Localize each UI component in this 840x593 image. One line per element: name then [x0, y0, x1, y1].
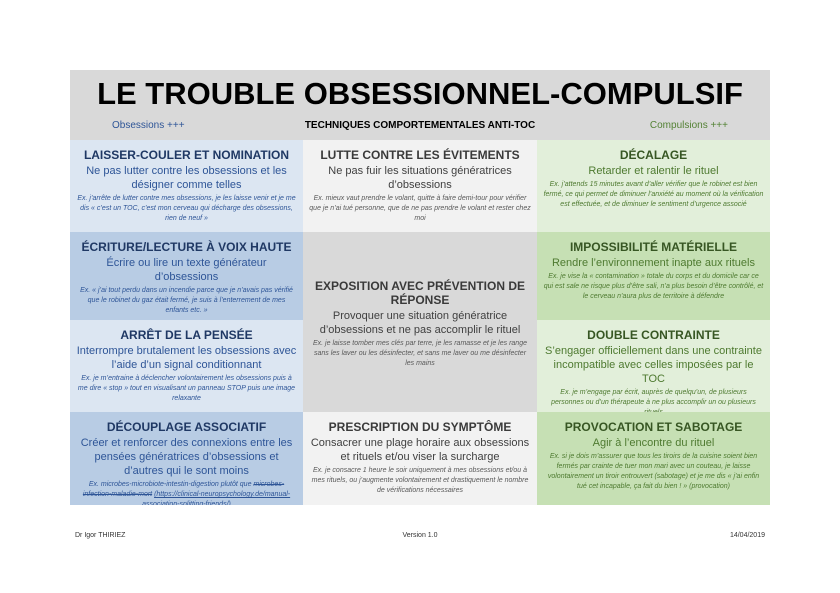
example-text: Ex. je consacre 1 heure le soir uniqueme…: [311, 467, 529, 494]
title: LE TROUBLE OBSESSIONNEL-COMPULSIF: [97, 76, 743, 111]
example-text: Ex. « j’ai tout perdu dans un incendie p…: [80, 287, 293, 314]
example-text: Ex. je laisse tomber mes clés par terre,…: [313, 340, 527, 367]
technique-cell: LAISSER-COULER ET NOMINATION Ne pas lutte…: [70, 140, 303, 232]
technique-cell: PRESCRIPTION DU SYMPTÔME Consacrer une pl…: [303, 412, 537, 505]
technique-cell: LUTTE CONTRE LES ÉVITEMENTS Ne pas fuir l…: [303, 140, 537, 232]
technique-description: Ne pas lutter contre les obsessions et l…: [86, 165, 287, 191]
technique-description: Créer et renforcer des connexions entre …: [80, 437, 293, 477]
technique-title: DOUBLE CONTRAINTE: [587, 328, 720, 342]
technique-description: Écrire ou lire un texte générateur d’obs…: [106, 257, 267, 283]
technique-example: Ex. je vise la « contamination » totale …: [543, 272, 764, 302]
technique-example: Ex. « j’ai tout perdu dans un incendie p…: [76, 286, 297, 316]
example-struck: microbes-infection-maladie-mort: [82, 481, 285, 498]
technique-title: LAISSER-COULER ET NOMINATION: [83, 148, 290, 162]
technique-cell: DÉCALAGE Retarder et ralentir le rituel Ex…: [537, 140, 770, 232]
technique-description: Consacrer une plage horaire aux obsessio…: [310, 437, 530, 463]
technique-description: Rendre l’environnement inapte aux rituel…: [551, 257, 755, 269]
technique-cell: ARRÊT DE LA PENSÉE Interrompre brutalemen…: [70, 320, 303, 412]
technique-description: Interrompre brutalement les obsessions a…: [76, 345, 297, 371]
technique-description: Provoquer une situation génératrice d’ob…: [319, 310, 521, 336]
example-text: Ex. mieux vaut prendre le volant, quitte…: [309, 195, 531, 222]
example-text: Ex. j’attends 15 minutes avant d’aller v…: [543, 181, 764, 208]
technique-example: Ex. je consacre 1 heure le soir uniqueme…: [309, 466, 531, 496]
header: LE TROUBLE OBSESSIONNEL-COMPULSIF Obsess…: [70, 70, 770, 140]
technique-cell: EXPOSITION AVEC PRÉVENTION DE RÉPONSE Pro…: [303, 232, 537, 412]
technique-description: S’engager officiellement dans une contra…: [545, 345, 762, 385]
example-text: Ex. je m’engage par écrit, auprès de que…: [551, 389, 756, 412]
date: 14/04/2019: [729, 532, 765, 539]
author: Dr Igor THIRIEZ: [75, 532, 126, 539]
subtitle: TECHNIQUES COMPORTEMENTALES ANTI-TOC: [304, 120, 536, 131]
technique-title: PROVOCATION ET SABOTAGE: [564, 420, 743, 434]
technique-title: EXPOSITION AVEC PRÉVENTION DE RÉPONSE: [314, 279, 526, 307]
obsessions-label: Obsessions +++: [112, 120, 185, 131]
technique-example: Ex. mieux vaut prendre le volant, quitte…: [309, 194, 531, 224]
technique-example: Ex. j’arrête de lutter contre mes obsess…: [76, 194, 297, 224]
technique-title: IMPOSSIBILITÉ MATÉRIELLE: [569, 240, 738, 254]
compulsions-label: Compulsions +++: [649, 120, 728, 131]
technique-example: Ex. si je dois m’assurer que tous les ti…: [543, 452, 764, 492]
example-link[interactable]: (https://clinical-neuropsychology.de/man…: [142, 491, 291, 505]
technique-example: Ex. je laisse tomber mes clés par terre,…: [309, 339, 531, 369]
example-text: Ex. j’arrête de lutter contre mes obsess…: [77, 195, 296, 222]
technique-example: Ex. je m’entraine à déclencher volontair…: [76, 374, 297, 404]
technique-description: Ne pas fuir les situations génératrices …: [328, 165, 512, 191]
technique-example: Ex. je m’engage par écrit, auprès de que…: [543, 388, 764, 412]
technique-cell: IMPOSSIBILITÉ MATÉRIELLE Rendre l’environ…: [537, 232, 770, 320]
technique-description: Agir à l’encontre du rituel: [592, 437, 715, 449]
technique-title: DÉCOUPLAGE ASSOCIATIF: [106, 420, 267, 434]
example-text: Ex. je m’entraine à déclencher volontair…: [77, 375, 296, 402]
technique-cell: DOUBLE CONTRAINTE S’engager officiellemen…: [537, 320, 770, 412]
technique-cell: ÉCRITURE/LECTURE À VOIX HAUTE Écrire ou l…: [70, 232, 303, 320]
example-text: Ex. si je dois m’assurer que tous les ti…: [547, 453, 760, 490]
technique-title: DÉCALAGE: [619, 148, 688, 162]
technique-cell: PROVOCATION ET SABOTAGE Agir à l’encontre…: [537, 412, 770, 505]
technique-description: Retarder et ralentir le rituel: [588, 165, 719, 177]
technique-title: ARRÊT DE LA PENSÉE: [120, 328, 253, 342]
techniques-grid: LAISSER-COULER ET NOMINATION Ne pas lutte…: [70, 140, 770, 505]
version: Version 1.0: [402, 532, 438, 539]
technique-title: ÉCRITURE/LECTURE À VOIX HAUTE: [81, 240, 292, 254]
technique-example: Ex. microbes-microbiote-intestin-digesti…: [76, 480, 297, 505]
technique-example: Ex. j’attends 15 minutes avant d’aller v…: [543, 180, 764, 210]
technique-cell: DÉCOUPLAGE ASSOCIATIF Créer et renforcer …: [70, 412, 303, 505]
technique-title: PRESCRIPTION DU SYMPTÔME: [328, 420, 512, 434]
example-text: Ex. je vise la « contamination » totale …: [543, 273, 764, 300]
example-text: Ex. microbes-microbiote-intestin-digesti…: [88, 481, 252, 488]
technique-title: LUTTE CONTRE LES ÉVITEMENTS: [320, 148, 520, 162]
